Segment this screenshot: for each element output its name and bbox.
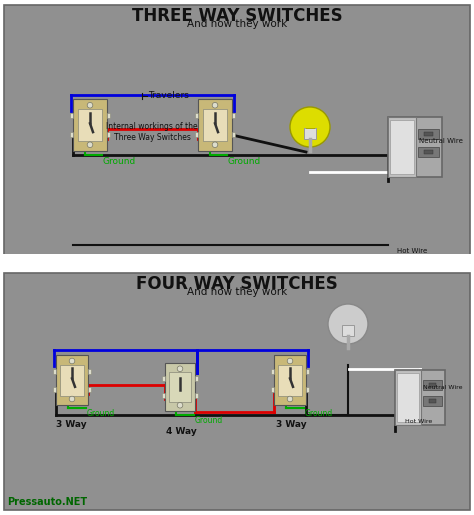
Circle shape — [177, 402, 183, 408]
FancyBboxPatch shape — [195, 393, 198, 398]
FancyBboxPatch shape — [162, 376, 165, 381]
FancyBboxPatch shape — [198, 99, 232, 151]
Text: Ground: Ground — [305, 409, 333, 418]
FancyBboxPatch shape — [388, 117, 416, 177]
Text: 3 Way: 3 Way — [56, 420, 87, 429]
FancyBboxPatch shape — [306, 369, 309, 373]
FancyBboxPatch shape — [395, 369, 421, 424]
Circle shape — [287, 396, 293, 402]
FancyBboxPatch shape — [162, 393, 165, 398]
Text: Neutral Wire: Neutral Wire — [419, 138, 463, 144]
FancyBboxPatch shape — [390, 120, 414, 174]
Text: Ground: Ground — [87, 409, 115, 418]
FancyBboxPatch shape — [424, 150, 433, 154]
Text: Ground: Ground — [103, 157, 136, 166]
FancyBboxPatch shape — [279, 365, 301, 396]
FancyBboxPatch shape — [107, 132, 110, 137]
FancyBboxPatch shape — [424, 132, 433, 136]
FancyBboxPatch shape — [195, 376, 198, 381]
Text: Ground: Ground — [195, 416, 223, 425]
FancyBboxPatch shape — [232, 132, 235, 137]
FancyBboxPatch shape — [304, 128, 317, 139]
FancyBboxPatch shape — [195, 113, 198, 118]
FancyBboxPatch shape — [78, 109, 102, 141]
Circle shape — [328, 304, 368, 344]
Text: Internal workings of the
Three Way Switches: Internal workings of the Three Way Switc… — [106, 122, 198, 142]
Text: Pressauto.NET: Pressauto.NET — [7, 497, 87, 507]
Text: Neutral Wire: Neutral Wire — [423, 385, 463, 390]
Circle shape — [290, 107, 330, 147]
Circle shape — [212, 142, 218, 148]
Circle shape — [177, 366, 183, 371]
FancyBboxPatch shape — [56, 355, 88, 405]
Text: 3 Way: 3 Way — [276, 420, 307, 429]
FancyBboxPatch shape — [70, 132, 73, 137]
FancyBboxPatch shape — [53, 386, 56, 391]
FancyBboxPatch shape — [428, 400, 436, 403]
FancyBboxPatch shape — [271, 369, 274, 373]
Circle shape — [287, 358, 293, 364]
Text: THREE WAY SWITCHES: THREE WAY SWITCHES — [132, 7, 342, 25]
FancyBboxPatch shape — [395, 369, 445, 424]
FancyBboxPatch shape — [306, 386, 309, 391]
Text: Travelers: Travelers — [148, 91, 189, 99]
FancyBboxPatch shape — [203, 109, 227, 141]
FancyBboxPatch shape — [88, 369, 91, 373]
FancyBboxPatch shape — [428, 383, 436, 387]
Text: FOUR WAY SWITCHES: FOUR WAY SWITCHES — [136, 275, 338, 293]
FancyBboxPatch shape — [61, 365, 83, 396]
Text: Hot Wire: Hot Wire — [397, 248, 427, 254]
FancyBboxPatch shape — [418, 147, 439, 157]
FancyBboxPatch shape — [165, 363, 195, 411]
FancyBboxPatch shape — [232, 113, 235, 118]
FancyBboxPatch shape — [397, 372, 419, 421]
Text: And how they work: And how they work — [187, 19, 287, 29]
FancyBboxPatch shape — [418, 129, 439, 139]
FancyBboxPatch shape — [423, 380, 442, 390]
FancyBboxPatch shape — [423, 397, 442, 406]
FancyBboxPatch shape — [169, 372, 191, 402]
Circle shape — [69, 396, 75, 402]
FancyBboxPatch shape — [88, 386, 91, 391]
Circle shape — [69, 358, 75, 364]
FancyBboxPatch shape — [107, 113, 110, 118]
Text: Ground: Ground — [228, 157, 261, 166]
Text: Hot Wire: Hot Wire — [405, 419, 432, 424]
FancyBboxPatch shape — [271, 386, 274, 391]
Circle shape — [212, 102, 218, 108]
FancyBboxPatch shape — [53, 369, 56, 373]
FancyBboxPatch shape — [0, 254, 474, 272]
FancyBboxPatch shape — [388, 117, 442, 177]
Circle shape — [87, 102, 93, 108]
FancyBboxPatch shape — [73, 99, 107, 151]
FancyBboxPatch shape — [195, 132, 198, 137]
FancyBboxPatch shape — [70, 113, 73, 118]
FancyBboxPatch shape — [342, 325, 355, 336]
Text: 4 Way: 4 Way — [166, 427, 197, 436]
FancyBboxPatch shape — [4, 5, 470, 257]
Text: And how they work: And how they work — [187, 287, 287, 297]
Circle shape — [87, 142, 93, 148]
FancyBboxPatch shape — [4, 273, 470, 510]
FancyBboxPatch shape — [274, 355, 306, 405]
